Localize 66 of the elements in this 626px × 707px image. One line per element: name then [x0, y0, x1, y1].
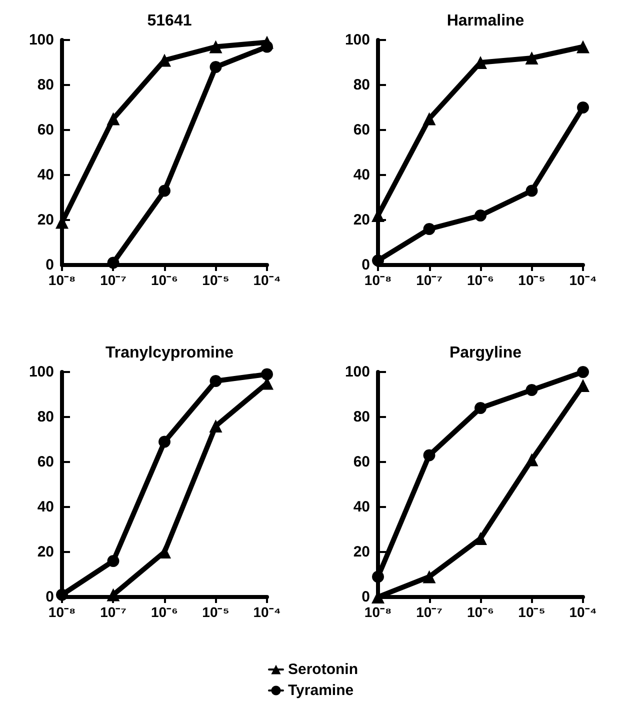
x-tick-label: 10⁻⁵ — [518, 604, 546, 620]
y-tick-label: 100 — [28, 32, 54, 48]
x-tick-label: 10⁻⁴ — [569, 272, 597, 288]
x-tick-label: 10⁻⁸ — [364, 604, 392, 620]
point — [422, 112, 436, 126]
point — [372, 254, 384, 266]
x-tick-label: 10⁻⁴ — [253, 272, 281, 288]
point — [474, 210, 486, 222]
y-tick-label: 60 — [353, 122, 370, 138]
point — [474, 402, 486, 414]
x-tick-label: 10⁻⁵ — [202, 272, 230, 288]
x-tick-label: 10⁻⁸ — [48, 272, 76, 288]
point — [423, 449, 436, 462]
x-tick-label: 10⁻⁷ — [100, 272, 127, 288]
point — [423, 223, 436, 235]
y-tick-label: 20 — [353, 544, 370, 560]
point — [525, 52, 538, 64]
x-tick-label: 10⁻⁶ — [466, 272, 494, 288]
x-tick-label: 10⁻⁷ — [100, 604, 127, 620]
x-tick-label: 10⁻⁵ — [202, 604, 230, 620]
point — [577, 366, 589, 378]
point — [422, 570, 436, 584]
x-tick-label: 10⁻⁷ — [416, 604, 443, 620]
chart-title: Tranylcypromine — [105, 344, 234, 362]
x-tick-label: 10⁻⁵ — [518, 272, 546, 288]
x-tick-label: 10⁻⁸ — [364, 272, 392, 288]
point — [372, 570, 384, 583]
y-tick-label: 60 — [37, 122, 54, 138]
x-tick-label: 10⁻⁴ — [569, 604, 597, 620]
legend-label: Serotonin — [288, 661, 358, 678]
y-tick-label: 0 — [362, 588, 370, 606]
y-tick-label: 20 — [37, 544, 54, 560]
y-tick-label: 40 — [37, 166, 54, 184]
x-tick-label: 10⁻⁶ — [150, 272, 178, 288]
y-tick-label: 80 — [353, 408, 370, 426]
point — [526, 384, 538, 396]
y-tick-label: 100 — [344, 32, 370, 48]
x-tick-label: 10⁻⁷ — [416, 272, 443, 288]
y-tick-label: 100 — [28, 364, 54, 380]
x-tick-label: 10⁻⁶ — [466, 604, 494, 620]
legend-label: Tyramine — [288, 682, 354, 699]
point — [576, 379, 590, 392]
y-tick-label: 40 — [353, 166, 370, 184]
y-tick-label: 100 — [344, 364, 370, 380]
y-tick-label: 40 — [353, 498, 370, 516]
x-tick-label: 10⁻⁶ — [150, 604, 178, 620]
point — [577, 102, 589, 114]
y-tick-label: 0 — [46, 256, 54, 274]
point — [576, 40, 590, 54]
point — [526, 184, 538, 197]
y-tick-label: 60 — [353, 454, 370, 470]
y-tick-label: 0 — [46, 588, 54, 606]
y-tick-label: 20 — [37, 212, 54, 228]
chart-title: Pargyline — [449, 344, 522, 362]
y-tick-label: 80 — [37, 408, 54, 426]
y-tick-label: 20 — [353, 212, 370, 228]
y-tick-label: 0 — [362, 256, 370, 274]
y-tick-label: 40 — [37, 498, 54, 516]
x-tick-label: 10⁻⁴ — [253, 604, 281, 620]
y-tick-label: 80 — [37, 76, 54, 94]
y-tick-label: 60 — [37, 454, 54, 470]
x-tick-label: 10⁻⁸ — [48, 604, 76, 620]
y-tick-label: 80 — [353, 76, 370, 94]
chart-title: 51641 — [147, 12, 192, 30]
point — [525, 453, 538, 466]
chart-title: Harmaline — [446, 12, 524, 30]
